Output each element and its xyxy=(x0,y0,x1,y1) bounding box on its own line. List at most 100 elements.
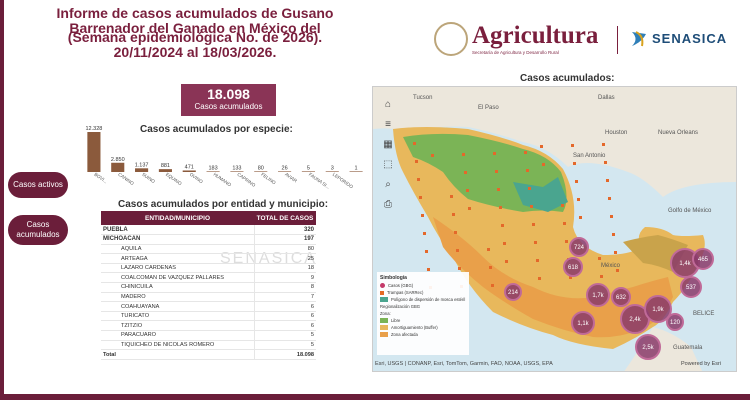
select-icon[interactable]: ⬚ xyxy=(383,159,393,170)
case-cluster-label: 2,4k xyxy=(629,317,641,323)
species-bar[interactable] xyxy=(325,171,339,172)
legend-row-buffer: Amortiguamiento (Buffer) xyxy=(380,325,466,330)
case-cluster[interactable] xyxy=(680,276,702,298)
table-row[interactable]: LAZARO CARDENAS 18 xyxy=(101,263,316,274)
case-cluster[interactable] xyxy=(586,283,610,307)
species-bar[interactable] xyxy=(158,169,172,172)
brand-divider xyxy=(617,26,618,54)
title-line-2: Barrenador del Ganado en México del xyxy=(69,20,321,36)
trap-marker xyxy=(427,268,430,271)
case-cluster-label: 724 xyxy=(574,245,585,251)
trap-marker xyxy=(431,154,434,157)
trap-marker xyxy=(606,179,609,182)
case-cluster[interactable] xyxy=(611,287,631,307)
row-value: 197 xyxy=(253,234,316,245)
species-bar[interactable] xyxy=(206,171,220,172)
trap-marker xyxy=(577,198,580,201)
species-bar[interactable] xyxy=(278,171,292,172)
species-value-label: 26 xyxy=(282,165,288,171)
species-bar[interactable] xyxy=(111,162,125,172)
layers-icon[interactable]: ≡ xyxy=(385,119,391,130)
legend-swatch-casos xyxy=(380,283,385,288)
case-cluster[interactable] xyxy=(569,237,589,257)
trap-marker xyxy=(413,142,416,145)
case-cluster[interactable] xyxy=(571,311,595,335)
table-row[interactable]: AQUILA 80 xyxy=(101,244,316,255)
species-bar[interactable] xyxy=(254,171,268,172)
casos-acumulados-label-2: acumulados xyxy=(16,230,60,239)
table-title: Casos acumulados por entidad y municipio… xyxy=(118,199,329,210)
trap-marker xyxy=(491,284,494,287)
row-value: 5 xyxy=(253,330,316,341)
map-place-label: Guatemala xyxy=(673,345,703,351)
search-icon[interactable]: ⌕ xyxy=(385,179,391,190)
trap-marker xyxy=(616,269,619,272)
usa-land xyxy=(373,87,736,197)
legend-label-trampas: Trampas (SARRec) xyxy=(387,290,424,295)
trap-marker xyxy=(610,215,613,218)
case-cluster[interactable] xyxy=(692,248,714,270)
case-cluster[interactable] xyxy=(504,283,522,301)
case-cluster[interactable] xyxy=(644,295,672,323)
brand-header: Agricultura Secretaría de Agricultura y … xyxy=(434,22,734,58)
species-bar[interactable] xyxy=(87,132,101,172)
species-category-label: BOVI... xyxy=(93,172,108,185)
table-header-row: ENTIDAD/MUNICIPIO TOTAL DE CASOS xyxy=(101,211,316,225)
legend-label-libre: Libre xyxy=(391,318,401,323)
species-category-label: HUMANO xyxy=(213,172,233,188)
species-bar[interactable] xyxy=(301,171,315,172)
row-value: 5 xyxy=(253,340,316,351)
legend-title: Simbología xyxy=(380,275,407,281)
case-cluster-label: 618 xyxy=(568,265,579,271)
row-entity: MICHOACAN xyxy=(101,234,254,245)
casos-activos-button[interactable]: Casos activos xyxy=(8,172,68,198)
table-row[interactable]: COALCOMAN DE VAZQUEZ PALLARES 9 xyxy=(101,272,316,284)
map-legend: Simbología Casos (GBG) Trampas (SARRec) … xyxy=(377,272,469,355)
trap-marker xyxy=(417,178,420,181)
case-cluster[interactable] xyxy=(666,313,684,331)
trap-marker xyxy=(600,275,603,278)
table-row[interactable]: PUEBLA 320 xyxy=(101,225,316,236)
page-title: Informe de casos acumulados de Gusano Ba… xyxy=(40,6,350,60)
case-cluster[interactable] xyxy=(635,334,661,360)
trap-marker xyxy=(542,163,545,166)
table-row[interactable]: TIQUICHEO DE NICOLAS ROMERO 5 xyxy=(101,340,316,351)
species-bar[interactable] xyxy=(349,171,363,172)
table-row[interactable]: PARACUARO 5 xyxy=(101,330,316,341)
species-bar[interactable] xyxy=(135,168,149,172)
header-entity[interactable]: ENTIDAD/MUNICIPIO xyxy=(101,211,254,225)
trap-marker xyxy=(614,251,617,254)
trap-marker xyxy=(501,224,504,227)
basemap-icon[interactable]: ▦ xyxy=(383,139,393,150)
legend-label-afectada: Zona afectada xyxy=(391,332,418,337)
table-row[interactable]: TZITZIO 6 xyxy=(101,320,316,332)
agricultura-logo-text: Agricultura xyxy=(472,22,599,49)
table-row[interactable]: CHINICUILA 8 xyxy=(101,282,316,293)
case-cluster-label: 632 xyxy=(616,295,627,301)
species-value-label: 12.328 xyxy=(86,126,103,132)
trap-marker xyxy=(536,259,539,262)
table-row[interactable]: MADERO 7 xyxy=(101,292,316,303)
print-icon[interactable]: ⎙ xyxy=(384,199,392,210)
total-value: 18.098 xyxy=(253,349,316,360)
species-value-label: 133 xyxy=(232,165,241,171)
table-row[interactable]: ARTEAGA 25 xyxy=(101,253,316,264)
table-row[interactable]: MICHOACAN 197 xyxy=(101,234,316,245)
map-place-label: Houston xyxy=(605,130,627,136)
cluster-layer: 1,4k 465 537 2,4k 1,9k 2,5k 1,1k 1,7k 632 724 618 2… xyxy=(413,142,714,360)
trap-marker xyxy=(612,233,615,236)
species-bar[interactable] xyxy=(182,170,196,172)
case-cluster[interactable] xyxy=(563,257,583,277)
trap-marker xyxy=(598,257,601,260)
trap-marker xyxy=(489,266,492,269)
species-bar[interactable] xyxy=(230,171,244,172)
map-place-label: Dallas xyxy=(598,95,615,101)
powered-by-esri[interactable]: Powered by Esri xyxy=(681,361,722,367)
casos-acumulados-button[interactable]: Casos acumulados xyxy=(8,215,68,245)
trap-marker xyxy=(464,171,467,174)
header-total[interactable]: TOTAL DE CASOS xyxy=(254,211,316,225)
table-row[interactable]: TURICATO 6 xyxy=(101,311,316,322)
table-row[interactable]: COAHUAYANA 6 xyxy=(101,301,316,312)
species-category-label: FELINO xyxy=(260,172,277,186)
home-icon[interactable]: ⌂ xyxy=(384,99,392,110)
